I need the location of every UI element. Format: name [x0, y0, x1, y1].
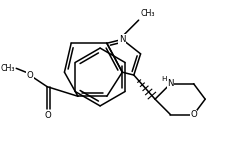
Text: N: N — [167, 79, 174, 88]
Text: CH₃: CH₃ — [1, 64, 15, 73]
Text: O: O — [190, 110, 197, 119]
Text: H: H — [161, 76, 166, 82]
Text: O: O — [26, 71, 33, 80]
Text: CH₃: CH₃ — [141, 9, 155, 18]
Text: O: O — [45, 111, 51, 120]
Text: N: N — [119, 35, 126, 44]
